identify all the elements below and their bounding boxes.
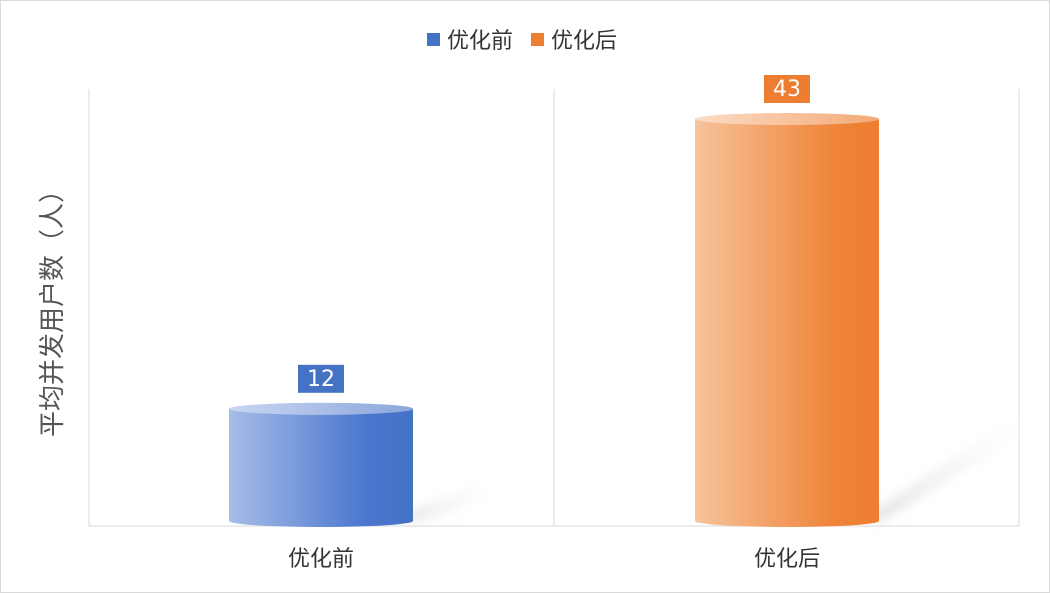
y-axis-label: 平均并发用户数（人）: [38, 177, 68, 437]
data-label-after: 43: [773, 77, 801, 102]
x-tick-label-before: 优化前: [288, 547, 354, 572]
x-tick-label-after: 优化后: [754, 547, 820, 572]
plot-lines: [88, 89, 1020, 527]
legend-swatch-before: [427, 33, 440, 46]
bar-shadow-after: [869, 414, 1039, 521]
x-tick-labels: 优化前 优化后: [288, 547, 820, 572]
legend-label-before: 优化前: [447, 29, 513, 54]
bar-top-before: [229, 402, 413, 415]
data-label-box-after: [764, 75, 810, 103]
data-label-box-before: [298, 364, 344, 393]
legend-label-after: 优化后: [551, 29, 617, 54]
legend-swatch-after: [531, 33, 544, 46]
bars-group: 12 43: [229, 75, 1039, 527]
legend: 优化前 优化后: [427, 29, 617, 54]
bar-after: [695, 119, 879, 527]
bar-shadow-before: [403, 484, 503, 521]
bar-top-after: [695, 113, 879, 125]
bar-before: [229, 408, 413, 527]
data-label-before: 12: [307, 367, 335, 392]
